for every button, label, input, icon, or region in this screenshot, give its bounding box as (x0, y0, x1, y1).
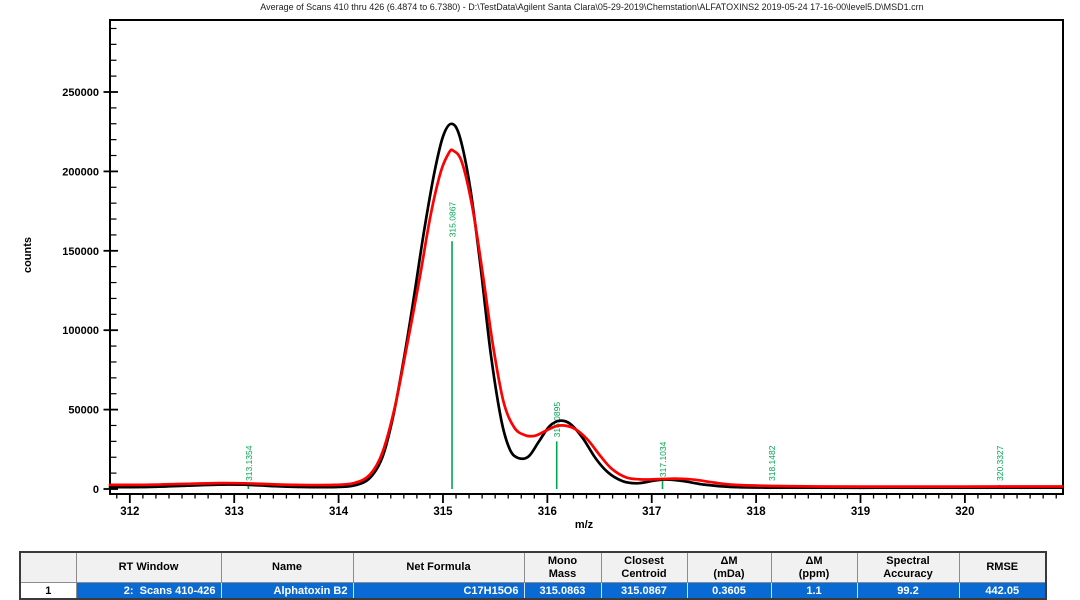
col-header-mono-mass: Mono Mass (523, 551, 602, 583)
cell-spectral-accuracy: 99.2 (856, 582, 960, 600)
row-index-cell: 1 (19, 582, 77, 600)
x-axis-title: m/z (575, 519, 594, 531)
cell-delta-m-mda: 0.3605 (686, 582, 772, 600)
cell-rmse: 442.05 (958, 582, 1047, 600)
centroid-mass-label: 315.0867 (448, 202, 458, 238)
centroid-mass-label: 316.0895 (552, 402, 562, 438)
identification-results-table: RT Window Name Net Formula Mono Mass Clo… (19, 551, 1047, 600)
cell-closest-centroid: 315.0867 (600, 582, 688, 600)
cell-net-formula: C17H15O6 (352, 582, 525, 600)
table-header-row: RT Window Name Net Formula Mono Mass Clo… (19, 551, 1047, 583)
col-header-delta-m-ppm: ΔM (ppm) (770, 551, 858, 583)
col-header-rt-window: RT Window (75, 551, 222, 583)
fit-spectrum-red-curve (108, 148, 1064, 488)
y-axis-tick-label: 200000 (62, 166, 99, 178)
col-header-closest-centroid: Closest Centroid (600, 551, 688, 583)
chart-title: Average of Scans 410 thru 426 (6.4874 to… (260, 2, 924, 12)
y-axis-title: counts (22, 237, 34, 273)
x-axis-tick-label: 320 (955, 506, 974, 518)
mass-spectrum-plot: 312 313 314 315 316 317 318 319 320 0 50000 100000 1… (22, 19, 1064, 531)
row-index-header (19, 551, 77, 583)
x-axis-tick-label: 318 (747, 506, 767, 518)
col-header-net-formula: Net Formula (352, 551, 525, 583)
col-header-spectral-accuracy: Spectral Accuracy (856, 551, 960, 583)
results-table: RT Window Name Net Formula Mono Mass Clo… (19, 551, 1047, 600)
result-row-selected[interactable]: 1 2: Scans 410-426 Alphatoxin B2 C17H15O… (19, 582, 1047, 600)
x-axis-tick-label: 316 (538, 506, 557, 518)
centroid-mass-label: 317.1034 (658, 441, 668, 477)
x-axis-tick-label: 313 (225, 506, 244, 518)
cell-rt-window: 2: Scans 410-426 (75, 582, 222, 600)
plot-frame (109, 19, 1064, 495)
centroid-mass-label: 320.3327 (995, 445, 1005, 481)
y-axis-tick-label: 150000 (62, 246, 99, 258)
x-axis-tick-label: 319 (851, 506, 870, 518)
centroid-mass-label: 313.1354 (244, 445, 254, 481)
y-axis-tick-label: 0 (93, 484, 99, 496)
y-axis-tick-label: 50000 (68, 405, 99, 417)
x-axis-tick-label: 312 (120, 506, 139, 518)
x-axis-tick-label: 314 (329, 506, 349, 518)
raw-spectrum-black-curve (108, 122, 1064, 490)
cell-mono-mass: 315.0863 (523, 582, 602, 600)
y-axis-tick-label: 100000 (62, 325, 99, 337)
x-axis-tick-label: 315 (433, 506, 453, 518)
cell-delta-m-ppm: 1.1 (770, 582, 858, 600)
col-header-rmse: RMSE (958, 551, 1047, 583)
centroid-mass-label: 318.1482 (767, 445, 777, 481)
col-header-name: Name (220, 551, 354, 583)
cell-name: Alphatoxin B2 (220, 582, 354, 600)
x-axis-tick-label: 317 (642, 506, 661, 518)
y-axis-tick-label: 250000 (62, 87, 99, 99)
col-header-delta-m-mda: ΔM (mDa) (686, 551, 772, 583)
